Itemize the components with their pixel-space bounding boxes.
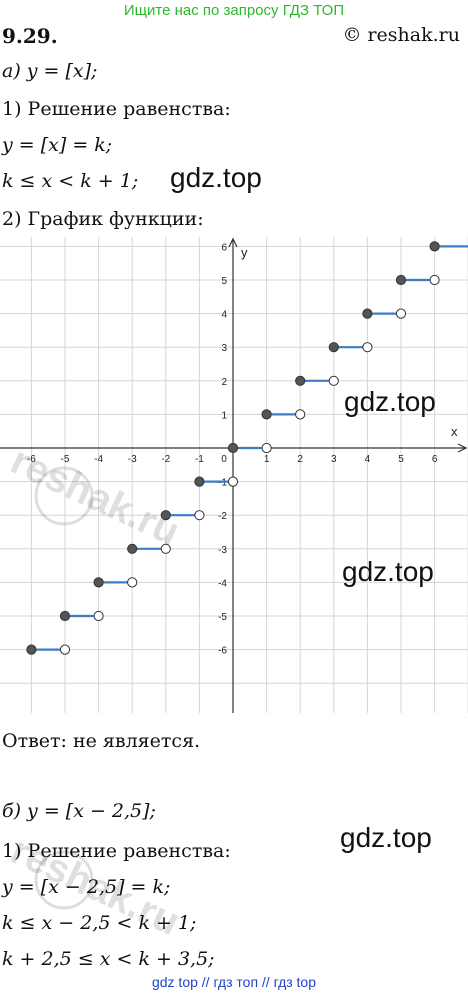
y-tick-label: 6 bbox=[221, 242, 227, 253]
part-a-step1: 1) Решение равенства: bbox=[2, 98, 231, 120]
open-point bbox=[227, 476, 239, 487]
watermark-1: gdz.top bbox=[170, 162, 262, 193]
x-tick-label: 4 bbox=[365, 454, 371, 465]
x-axis-label: x bbox=[451, 424, 458, 439]
y-tick-label: 4 bbox=[221, 310, 227, 321]
problem-number: 9.29. bbox=[2, 24, 58, 48]
site-credit[interactable]: © reshak.ru bbox=[342, 24, 460, 46]
closed-point bbox=[261, 409, 272, 420]
y-tick-label: 5 bbox=[221, 276, 227, 287]
open-point bbox=[127, 577, 138, 588]
open-point bbox=[160, 543, 171, 554]
part-b-label: б) y = [x − 2,5]; bbox=[2, 800, 156, 822]
y-tick-label: -5 bbox=[218, 612, 227, 623]
y-tick-label: -6 bbox=[218, 646, 227, 657]
x-tick-label: 5 bbox=[398, 454, 404, 465]
closed-point bbox=[328, 342, 339, 353]
open-point bbox=[429, 274, 440, 286]
x-tick-label: -6 bbox=[27, 454, 36, 465]
top-banner: Ищите нас по запросу ГДЗ ТОП bbox=[123, 2, 345, 19]
closed-point bbox=[26, 644, 37, 655]
part-a-eq1: y = [x] = k; bbox=[2, 134, 113, 156]
watermark-2: gdz.top bbox=[344, 386, 436, 417]
x-tick-label: 2 bbox=[297, 454, 303, 465]
y-axis-label: y bbox=[241, 245, 248, 260]
open-point bbox=[395, 308, 407, 319]
part-b-step1: 1) Решение равенства: bbox=[2, 840, 231, 862]
x-tick-label: 3 bbox=[331, 454, 337, 465]
answer: Ответ: не является. bbox=[2, 730, 201, 752]
x-tick-label: -4 bbox=[94, 454, 103, 465]
closed-point bbox=[127, 543, 138, 554]
x-tick-label: -2 bbox=[161, 454, 170, 465]
closed-point bbox=[362, 308, 373, 319]
part-b-eq2: k ≤ x − 2,5 < k + 1; bbox=[2, 912, 197, 934]
y-tick-label: -3 bbox=[218, 545, 227, 556]
open-point bbox=[93, 610, 104, 622]
part-a-step2: 2) График функции: bbox=[2, 208, 204, 230]
closed-point bbox=[160, 510, 171, 521]
y-tick-label: -1 bbox=[218, 478, 227, 489]
open-point bbox=[59, 644, 71, 655]
part-b-eq3: k + 2,5 ≤ x < k + 3,5; bbox=[2, 948, 215, 970]
open-point bbox=[362, 342, 373, 353]
closed-point bbox=[194, 476, 205, 487]
y-tick-label: -4 bbox=[218, 578, 227, 589]
x-tick-label: 1 bbox=[264, 454, 270, 465]
x-tick-label: 6 bbox=[432, 454, 438, 465]
watermark-4: gdz.top bbox=[340, 822, 432, 853]
y-tick-label: -2 bbox=[218, 511, 227, 522]
step-function-graph: x y -6 -5 -4 -3 -2 -1 0 1 2 3 4 5 6 -6 -5 -4 -3 -2 -1 1 2 3 4 5 6 bbox=[0, 237, 468, 713]
part-b-eq1: y = [x − 2,5] = k; bbox=[2, 876, 171, 898]
y-axis-arrow bbox=[228, 237, 238, 248]
closed-point bbox=[93, 577, 104, 588]
y-tick-label: 2 bbox=[221, 377, 227, 388]
x-tick-label: -5 bbox=[61, 454, 70, 465]
closed-point bbox=[295, 375, 306, 386]
y-tick-label: 1 bbox=[221, 410, 227, 421]
open-point bbox=[194, 510, 205, 521]
watermark-3: gdz.top bbox=[342, 556, 434, 587]
x-tick-label: -1 bbox=[195, 454, 204, 465]
closed-point bbox=[227, 442, 239, 454]
x-tick-label: 0 bbox=[221, 454, 227, 465]
footer-links[interactable]: gdz top // гдз топ // гдз top bbox=[151, 974, 317, 990]
x-axis-arrow bbox=[457, 443, 468, 453]
closed-point bbox=[395, 274, 407, 286]
closed-point bbox=[429, 241, 440, 252]
closed-point bbox=[59, 610, 71, 622]
part-a-eq2: k ≤ x < k + 1; bbox=[2, 170, 139, 192]
open-point bbox=[295, 409, 306, 420]
x-tick-label: -3 bbox=[128, 454, 137, 465]
part-a-label: а) y = [x]; bbox=[2, 60, 98, 82]
y-tick-label: 3 bbox=[221, 343, 227, 354]
open-point bbox=[328, 375, 339, 386]
open-point bbox=[261, 442, 272, 454]
